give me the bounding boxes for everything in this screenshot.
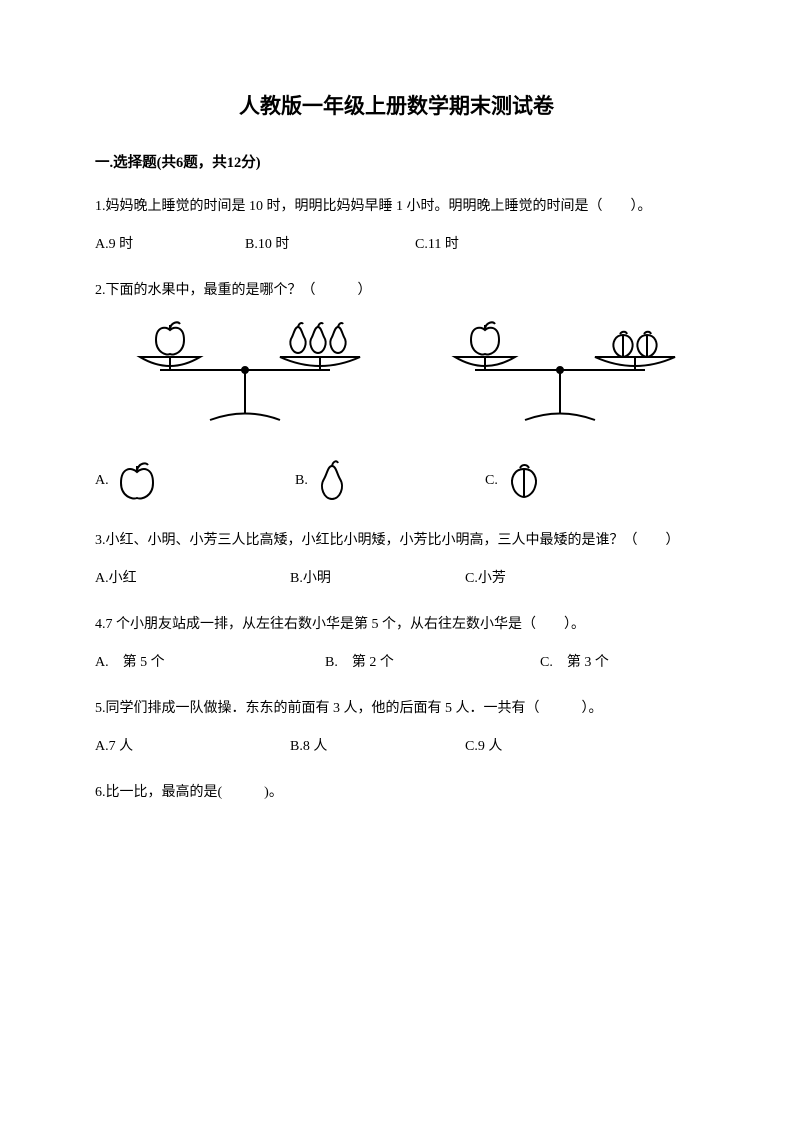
q1-option-c: C.11 时 (415, 231, 698, 259)
q4-option-c: C. 第 3 个 (540, 649, 698, 677)
q5-option-c: C.9 人 (465, 733, 698, 761)
scales-row (115, 315, 698, 425)
q5-option-b: B.8 人 (290, 733, 465, 761)
q4-text: 4.7 个小朋友站成一排，从左往右数小华是第 5 个，从右往左数小华是（ ）。 (95, 611, 698, 639)
question-6: 6.比一比，最高的是( )。 (95, 779, 698, 807)
q3-option-b: B.小明 (290, 565, 465, 593)
q2-options: A. B. (95, 460, 698, 502)
question-1: 1.妈妈晚上睡觉的时间是 10 时，明明比妈妈早睡 1 小时。明明晚上睡觉的时间… (95, 193, 698, 259)
peach-icon (504, 462, 544, 500)
q1-options: A.9 时 B.10 时 C.11 时 (95, 231, 698, 259)
question-3: 3.小红、小明、小芳三人比高矮，小红比小明矮，小芳比小明高，三人中最矮的是谁？（… (95, 527, 698, 593)
q4-option-a: A. 第 5 个 (95, 649, 325, 677)
balance-scale-1 (115, 315, 370, 425)
pear-icon (314, 460, 350, 502)
q4-option-b: B. 第 2 个 (325, 649, 540, 677)
q5-options: A.7 人 B.8 人 C.9 人 (95, 733, 698, 761)
question-4: 4.7 个小朋友站成一排，从左往右数小华是第 5 个，从右往左数小华是（ ）。 … (95, 611, 698, 677)
q2-option-a-label: A. (95, 467, 109, 495)
q1-text: 1.妈妈晚上睡觉的时间是 10 时，明明比妈妈早睡 1 小时。明明晚上睡觉的时间… (95, 193, 698, 221)
apple-icon (115, 461, 159, 501)
question-2: 2.下面的水果中，最重的是哪个？（ ） (95, 277, 698, 502)
q5-option-a: A.7 人 (95, 733, 290, 761)
q3-option-c: C.小芳 (465, 565, 698, 593)
q2-option-c-label: C. (485, 467, 498, 495)
q6-text: 6.比一比，最高的是( )。 (95, 779, 698, 807)
q1-option-b: B.10 时 (245, 231, 415, 259)
question-5: 5.同学们排成一队做操．东东的前面有 3 人，他的后面有 5 人．一共有（ ）。… (95, 695, 698, 761)
q3-option-a: A.小红 (95, 565, 290, 593)
q3-options: A.小红 B.小明 C.小芳 (95, 565, 698, 593)
q2-option-b-label: B. (295, 467, 308, 495)
page-title: 人教版一年级上册数学期末测试卷 (95, 90, 698, 124)
q1-option-a: A.9 时 (95, 231, 245, 259)
q5-text: 5.同学们排成一队做操．东东的前面有 3 人，他的后面有 5 人．一共有（ ）。 (95, 695, 698, 723)
q3-text: 3.小红、小明、小芳三人比高矮，小红比小明矮，小芳比小明高，三人中最矮的是谁？（… (95, 527, 698, 555)
section-header: 一.选择题(共6题，共12分) (95, 152, 698, 175)
balance-scale-2 (430, 315, 685, 425)
q2-text: 2.下面的水果中，最重的是哪个？（ ） (95, 277, 698, 305)
q4-options: A. 第 5 个 B. 第 2 个 C. 第 3 个 (95, 649, 698, 677)
